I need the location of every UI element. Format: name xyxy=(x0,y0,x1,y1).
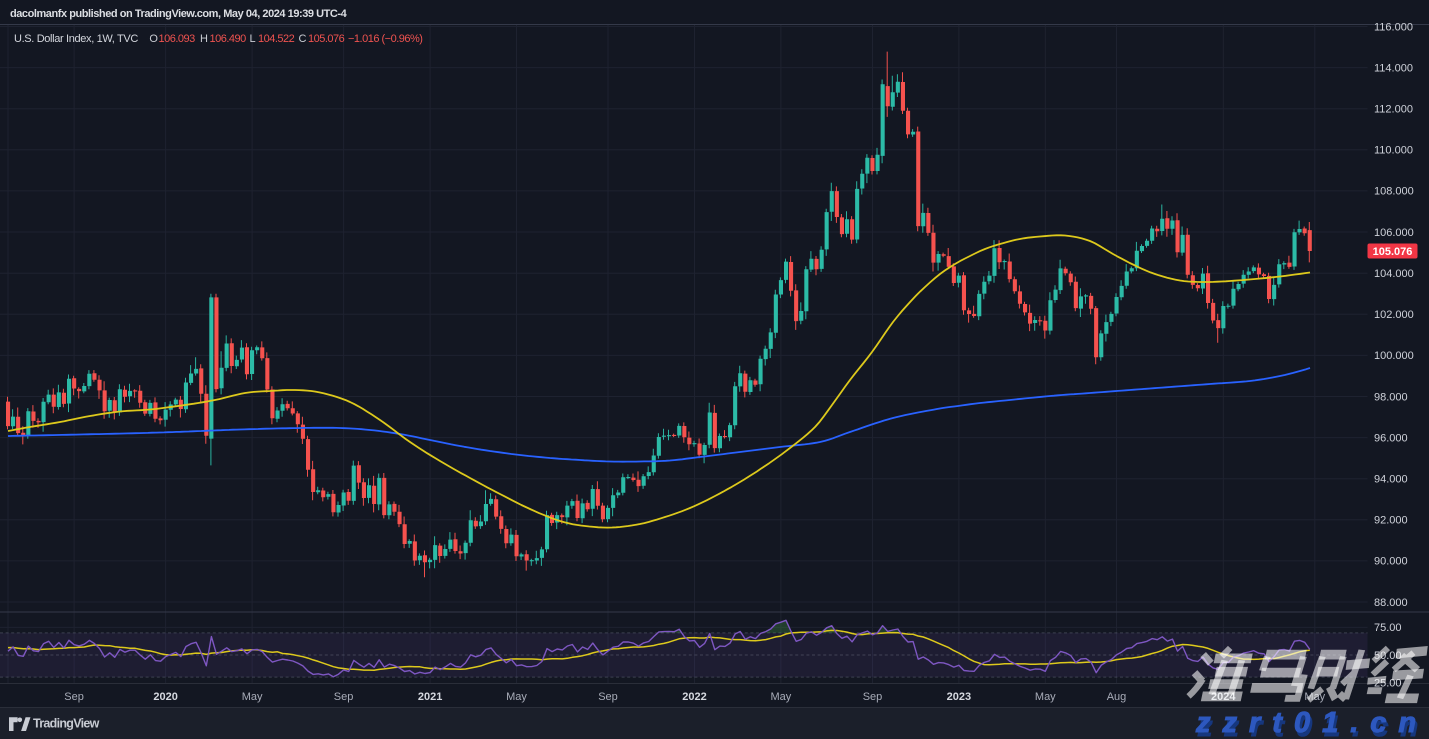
svg-text:U.S. Dollar Index, 1W, TVC: U.S. Dollar Index, 1W, TVC xyxy=(14,33,138,45)
svg-text:92.000: 92.000 xyxy=(1374,515,1408,527)
svg-text:116.000: 116.000 xyxy=(1374,21,1413,33)
svg-text:105.076: 105.076 xyxy=(1373,246,1413,258)
svg-text:112.000: 112.000 xyxy=(1374,104,1413,116)
svg-text:May: May xyxy=(771,691,792,703)
svg-text:−1.016 (−0.96%): −1.016 (−0.96%) xyxy=(348,33,422,45)
svg-text:2023: 2023 xyxy=(947,691,971,703)
svg-text:May: May xyxy=(506,691,527,703)
svg-text:75.00: 75.00 xyxy=(1374,622,1402,634)
svg-text:C: C xyxy=(299,33,307,45)
svg-text:106.000: 106.000 xyxy=(1374,227,1414,239)
svg-text:106.093: 106.093 xyxy=(159,33,196,45)
svg-text:2022: 2022 xyxy=(682,691,706,703)
svg-text:114.000: 114.000 xyxy=(1374,62,1413,74)
svg-text:98.000: 98.000 xyxy=(1374,391,1408,403)
svg-text:L: L xyxy=(250,33,256,45)
svg-text:88.000: 88.000 xyxy=(1374,597,1408,609)
svg-text:Aug: Aug xyxy=(1107,691,1127,703)
svg-text:zzrt01.cn: zzrt01.cn xyxy=(1197,711,1429,739)
svg-text:TradingView: TradingView xyxy=(33,717,100,731)
svg-text:96.000: 96.000 xyxy=(1374,432,1408,444)
svg-text:Sep: Sep xyxy=(334,691,354,703)
svg-text:110.000: 110.000 xyxy=(1374,145,1413,157)
svg-text:dacolmanfx published on Tradin: dacolmanfx published on TradingView.com,… xyxy=(10,8,348,20)
svg-text:100.000: 100.000 xyxy=(1374,350,1414,362)
svg-text:104.522: 104.522 xyxy=(258,33,295,45)
svg-text:Sep: Sep xyxy=(64,691,84,703)
svg-text:Sep: Sep xyxy=(863,691,883,703)
svg-text:90.000: 90.000 xyxy=(1374,556,1408,568)
svg-text:O: O xyxy=(149,33,158,45)
svg-text:105.076: 105.076 xyxy=(308,33,345,45)
svg-text:zzrt01.cn: zzrt01.cn xyxy=(1195,707,1428,739)
svg-text:2020: 2020 xyxy=(153,691,177,703)
svg-text:108.000: 108.000 xyxy=(1374,186,1414,198)
svg-text:May: May xyxy=(1035,691,1056,703)
svg-text:94.000: 94.000 xyxy=(1374,474,1408,486)
svg-text:Sep: Sep xyxy=(598,691,618,703)
svg-text:May: May xyxy=(242,691,263,703)
svg-text:104.000: 104.000 xyxy=(1374,268,1414,280)
svg-text:2021: 2021 xyxy=(418,691,442,703)
svg-text:102.000: 102.000 xyxy=(1374,309,1414,321)
svg-text:H: H xyxy=(200,33,208,45)
svg-text:106.490: 106.490 xyxy=(210,33,247,45)
